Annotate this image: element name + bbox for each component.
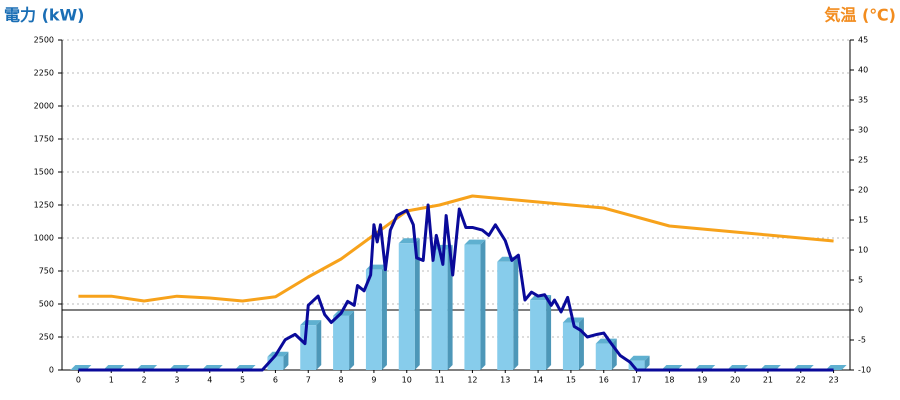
y2-tick-label: 15 [858,216,868,225]
power-line [78,203,834,372]
y-tick-label: 2500 [34,36,54,45]
bar [300,325,317,370]
bar-side [480,239,486,370]
bar [398,243,415,370]
y2-tick-label: 45 [858,36,868,45]
y-axis-title: 電力 (kW) [4,6,85,25]
x-tick-label: 16 [599,376,609,385]
x-tick-label: 4 [207,376,212,385]
bar [333,315,350,370]
x-tick-label: 10 [402,376,412,385]
y-tick-label: 750 [39,267,54,276]
bar [497,261,514,370]
bar-side [349,310,355,370]
bar-top [628,355,650,361]
y2-tick-label: 30 [858,126,868,135]
x-tick-label: 18 [664,376,674,385]
x-tick-label: 5 [240,376,245,385]
x-tick-label: 3 [174,376,179,385]
y2-tick-label: 10 [858,246,868,255]
x-tick-label: 0 [76,376,81,385]
y2-tick-label: 20 [858,186,868,195]
bar [365,269,382,370]
y-tick-label: 1000 [34,234,54,243]
bar-side [644,355,650,370]
y2-axis-title: 気温 (℃) [824,6,896,25]
bar-top [464,239,486,245]
x-tick-label: 21 [763,376,773,385]
temperature-line [78,194,834,303]
bar-side [513,256,519,370]
bar-side [283,351,289,370]
bar-side [414,238,420,370]
bar [431,249,448,370]
y-tick-label: 250 [39,333,54,342]
bar [530,300,547,370]
x-tick-label: 6 [273,376,278,385]
y2-tick-label: -10 [858,366,871,375]
y-tick-label: 2000 [34,102,54,111]
x-tick-label: 12 [467,376,477,385]
x-tick-label: 13 [500,376,510,385]
y-tick-label: 2250 [34,69,54,78]
x-tick-label: 19 [697,376,707,385]
y2-tick-label: -5 [858,336,866,345]
bar-side [546,295,552,370]
y2-tick-label: 40 [858,66,868,75]
bar [628,360,645,370]
x-tick-label: 11 [434,376,444,385]
y2-tick-label: 0 [858,306,863,315]
x-tick-label: 20 [730,376,740,385]
y2-tick-label: 5 [858,276,863,285]
x-tick-label: 7 [306,376,311,385]
bar-side [578,317,584,370]
bar-side [381,264,387,370]
x-tick-label: 1 [109,376,114,385]
bar-side [447,244,453,370]
x-tick-label: 9 [371,376,376,385]
bar-side [316,320,322,370]
x-tick-label: 8 [339,376,344,385]
y-tick-label: 1250 [34,201,54,210]
x-tick-label: 2 [142,376,147,385]
x-tick-label: 14 [533,376,543,385]
x-tick-label: 23 [828,376,838,385]
y-tick-label: 1500 [34,168,54,177]
bar [464,244,481,370]
bar [595,343,612,370]
y-tick-label: 500 [39,300,54,309]
bar-top [431,244,453,250]
x-tick-label: 17 [631,376,641,385]
x-tick-label: 15 [566,376,576,385]
x-tick-label: 22 [796,376,806,385]
y-tick-label: 1750 [34,135,54,144]
bar [562,322,579,370]
y2-tick-label: 25 [858,156,868,165]
y2-tick-label: 35 [858,96,868,105]
y-tick-label: 0 [49,366,54,375]
